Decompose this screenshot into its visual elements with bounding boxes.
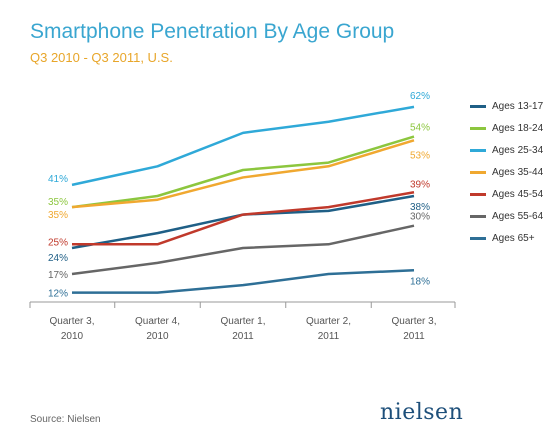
series-line: [71, 139, 415, 209]
start-value-label: 35%: [48, 197, 68, 208]
series-line: [72, 269, 415, 294]
start-value-label: 25%: [48, 237, 68, 248]
legend-swatch: [470, 192, 486, 196]
legend-item: Ages 25-34: [470, 139, 543, 161]
legend-label: Ages 45-54: [492, 188, 544, 200]
x-tick-label: Quarter 3, 2010: [49, 316, 94, 342]
legend-label: Ages 35-44: [492, 166, 544, 178]
x-tick-label: Quarter 1, 2011: [220, 316, 265, 342]
legend-item: Ages 65+: [470, 227, 543, 249]
end-value-label: 54%: [410, 123, 430, 134]
legend-swatch: [470, 214, 486, 218]
end-value-label: 62%: [410, 91, 430, 102]
end-value-label: 53%: [410, 150, 430, 161]
legend-item: Ages 45-54: [470, 183, 543, 205]
legend-label: Ages 65+: [492, 232, 535, 244]
end-value-label: 39%: [410, 179, 430, 190]
legend-swatch: [470, 148, 486, 152]
series-line: [71, 224, 415, 276]
x-tick-label: Quarter 2, 2011: [306, 316, 351, 342]
legend-label: Ages 13-17: [492, 100, 544, 112]
start-value-label: 12%: [48, 289, 68, 300]
legend-swatch: [470, 104, 486, 108]
legend-item: Ages 35-44: [470, 161, 543, 183]
chart-subtitle: Q3 2010 - Q3 2011, U.S.: [30, 50, 173, 65]
legend-label: Ages 18-24: [492, 122, 544, 134]
nielsen-logo: nielsen: [380, 400, 464, 425]
legend-label: Ages 25-34: [492, 144, 544, 156]
x-tick-label: Quarter 4, 2010: [135, 316, 180, 342]
legend-swatch: [470, 126, 486, 130]
start-value-label: 24%: [48, 253, 68, 264]
series-line: [71, 105, 415, 187]
end-value-label: 38%: [410, 202, 430, 213]
legend-item: Ages 18-24: [470, 117, 543, 139]
chart-title: Smartphone Penetration By Age Group: [30, 20, 395, 43]
legend-swatch: [470, 236, 486, 240]
chart-legend: Ages 13-17 Ages 18-24 Ages 25-34 Ages 35-44…: [470, 95, 543, 249]
series-line: [72, 191, 415, 246]
legend-item: Ages 13-17: [470, 95, 543, 117]
legend-item: Ages 55-64: [470, 205, 543, 227]
legend-label: Ages 55-64: [492, 210, 544, 222]
start-value-label: 17%: [48, 270, 68, 281]
legend-swatch: [470, 170, 486, 174]
start-value-label: 41%: [48, 174, 68, 185]
source-note: Source: Nielsen: [30, 414, 101, 425]
series-line: [71, 135, 415, 209]
end-value-label: 18%: [410, 276, 430, 287]
x-tick-label: Quarter 3, 2011: [391, 316, 436, 342]
start-value-label: 35%: [48, 210, 68, 221]
end-value-label: 30%: [410, 212, 430, 223]
